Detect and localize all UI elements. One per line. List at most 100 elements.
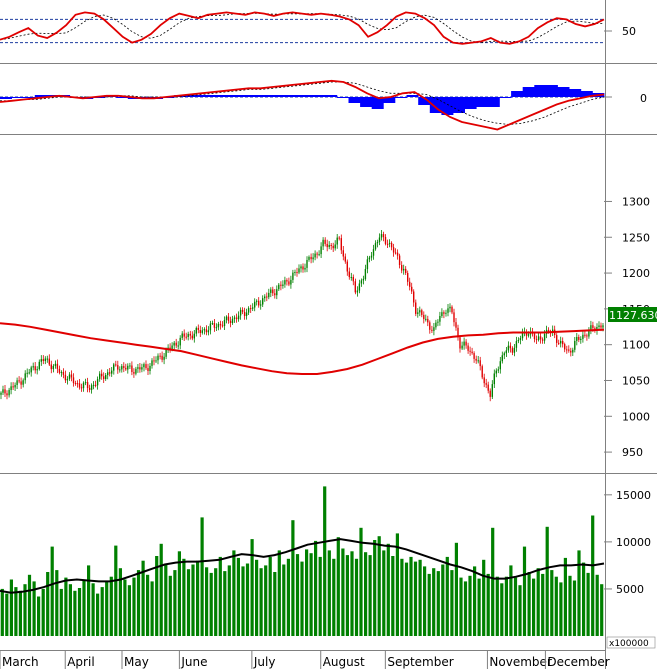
macd-hist-bar	[209, 95, 222, 97]
volume-bar	[46, 572, 50, 636]
candle-body	[181, 333, 183, 338]
candle-body	[310, 256, 312, 260]
volume-bar	[586, 572, 590, 636]
candle-body	[48, 358, 50, 365]
candle-body	[44, 358, 46, 361]
volume-bar	[295, 554, 300, 636]
volume-bar	[595, 574, 599, 636]
candle-body	[525, 331, 528, 336]
candle-body	[50, 364, 52, 370]
macd-hist-bar	[580, 91, 593, 97]
volume-bar	[572, 580, 577, 636]
candle-body	[165, 349, 167, 357]
candle-body	[467, 345, 469, 351]
candle-body	[62, 372, 65, 375]
candle-body	[258, 300, 260, 306]
candle-body	[493, 373, 495, 385]
candle-body	[401, 265, 403, 271]
candle-body	[364, 269, 367, 279]
candle-body	[141, 367, 143, 370]
volume-bar	[164, 564, 168, 636]
candle-body	[225, 316, 228, 320]
candle-body	[507, 345, 510, 351]
volume-bar	[32, 581, 36, 636]
volume-bar	[87, 565, 91, 636]
candle-body	[582, 334, 584, 339]
candle-body	[527, 334, 530, 336]
volume-bar	[277, 550, 281, 636]
candle-body	[360, 280, 363, 284]
volume-bar	[200, 517, 204, 636]
volume-bar	[559, 582, 563, 636]
candle-body	[302, 266, 304, 270]
volume-bar	[100, 587, 104, 636]
candle-body	[18, 380, 20, 382]
month-label: July	[253, 655, 276, 669]
candle-body	[586, 335, 588, 337]
macd-hist-bar	[255, 95, 268, 97]
candle-body	[20, 381, 22, 385]
candle-body	[332, 245, 334, 249]
macd-hist-bar	[441, 97, 454, 115]
rsi-tick-label: 50	[622, 25, 636, 38]
candle-body	[411, 286, 413, 292]
volume-bars	[0, 486, 604, 636]
candle-body	[109, 372, 111, 374]
candle-body	[342, 250, 344, 257]
candle-body	[463, 341, 465, 346]
candle-body	[338, 237, 340, 239]
volume-bar	[536, 568, 540, 636]
candle-body	[159, 355, 161, 357]
macd-hist-bar	[348, 97, 361, 103]
candle-body	[145, 364, 147, 369]
volume-bar	[205, 567, 209, 636]
candle-body	[539, 336, 542, 340]
macd-hist-bar	[278, 95, 291, 97]
price-panel-area	[0, 137, 605, 470]
candle-body	[447, 308, 449, 313]
candle-body	[469, 350, 471, 352]
volume-bar	[9, 579, 13, 636]
candle-body	[417, 312, 419, 314]
candle-body	[6, 393, 8, 396]
candle-body	[398, 255, 401, 265]
candle-body	[521, 332, 524, 339]
candle-body	[286, 280, 288, 282]
macd-hist-bar	[371, 97, 384, 109]
macd-hist-bar	[11, 97, 24, 98]
candle-body	[227, 316, 230, 321]
candle-body	[427, 318, 429, 323]
candle-body	[38, 361, 40, 370]
price-tick-label: 1100	[622, 339, 650, 352]
candle-body	[288, 281, 290, 285]
candle-body	[415, 302, 417, 314]
candle-body	[356, 290, 359, 293]
candle-body	[362, 278, 365, 281]
volume-bar	[209, 572, 213, 636]
macd-hist-bar	[383, 97, 396, 103]
volume-bar	[522, 546, 527, 636]
volume-bar	[468, 575, 472, 636]
candle-body	[101, 373, 103, 377]
month-label: March	[2, 655, 39, 669]
candle-body	[280, 284, 282, 286]
volume-bar	[382, 550, 386, 636]
macd-hist-bar	[185, 95, 198, 97]
volume-bar	[323, 486, 327, 636]
volume-bar	[132, 577, 136, 636]
volume-bar	[0, 588, 4, 636]
volume-bar	[309, 553, 313, 636]
candle-body	[562, 341, 564, 345]
rsi-lines	[0, 11, 605, 45]
volume-bar	[423, 566, 427, 636]
macd-hist-bar	[394, 97, 407, 98]
volume-bar	[377, 536, 381, 636]
macd-hist-bar	[418, 97, 431, 105]
candle-body	[284, 280, 286, 285]
candle-body	[306, 260, 308, 268]
candle-body	[268, 292, 270, 298]
volume-bar	[150, 581, 154, 636]
candle-body	[139, 367, 141, 370]
